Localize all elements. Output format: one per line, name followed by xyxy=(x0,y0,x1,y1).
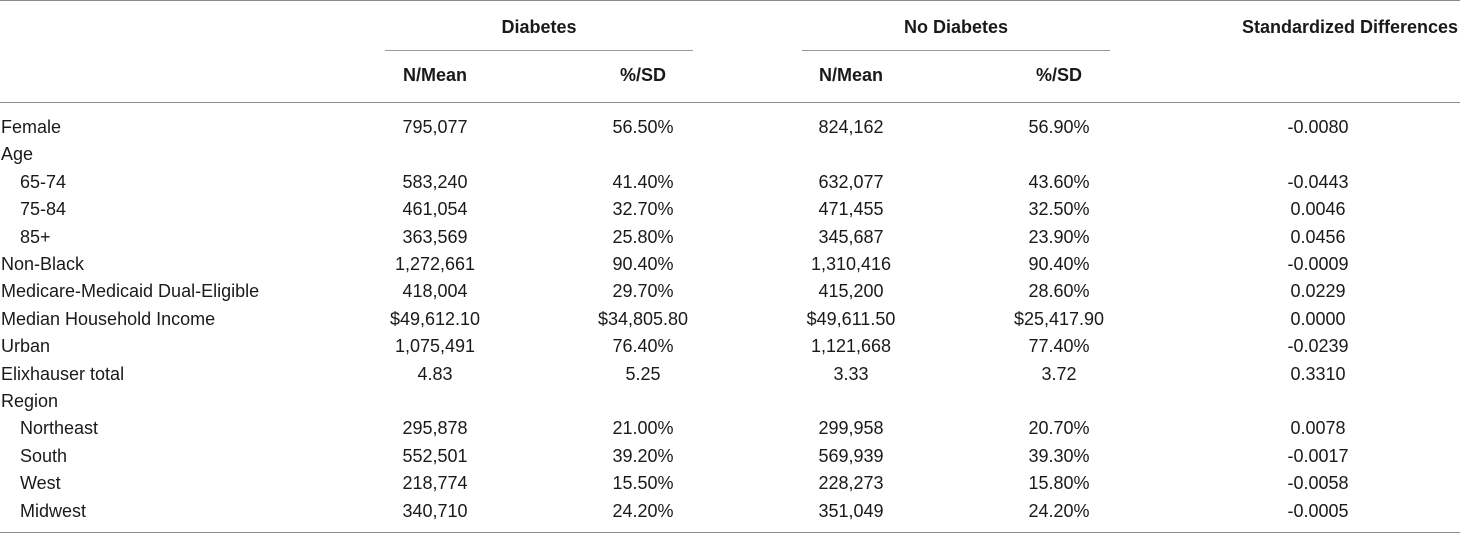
table-cell: -0.0443 xyxy=(1287,171,1349,192)
table-cell: 552,501 xyxy=(402,445,468,466)
table-cell: 24.20% xyxy=(612,500,674,521)
header-rule xyxy=(0,102,1460,103)
diabetes-group-rule xyxy=(385,50,693,51)
group-header-no-diabetes: No Diabetes xyxy=(903,17,1009,37)
table-cell: 0.0000 xyxy=(1290,308,1346,329)
table-cell: 3.33 xyxy=(833,363,869,384)
table-cell: 340,710 xyxy=(402,500,468,521)
table-cell: 90.40% xyxy=(1028,254,1090,274)
table-cell: 299,958 xyxy=(818,418,884,439)
table-cell: 583,240 xyxy=(402,171,468,192)
subheader-diabetes-n-mean: N/Mean xyxy=(402,65,468,85)
table-cell: 90.40% xyxy=(612,254,674,274)
row-label: West xyxy=(20,473,61,494)
table-cell: -0.0239 xyxy=(1287,336,1349,357)
row-label: 75-84 xyxy=(20,199,67,220)
table-cell: 218,774 xyxy=(402,473,468,494)
bottom-rule xyxy=(0,532,1460,533)
table-cell: 15.50% xyxy=(612,473,674,494)
row-label: Medicare-Medicaid Dual-Eligible xyxy=(1,281,260,302)
table-cell: 795,077 xyxy=(402,117,468,137)
table-cell: 32.50% xyxy=(1028,199,1090,220)
row-label: Elixhauser total xyxy=(1,363,125,384)
row-label: Northeast xyxy=(20,418,99,439)
table-cell: 21.00% xyxy=(612,418,674,439)
table-cell: 39.20% xyxy=(612,445,674,466)
table-cell: 345,687 xyxy=(818,226,884,247)
row-label: South xyxy=(20,445,68,466)
table-cell: 24.20% xyxy=(1028,500,1090,521)
row-label: Median Household Income xyxy=(1,308,216,329)
top-rule xyxy=(0,0,1460,1)
table-cell: 23.90% xyxy=(1028,226,1090,247)
table-cell: $34,805.80 xyxy=(597,308,689,329)
row-label: Age xyxy=(1,144,34,165)
table-cell: 0.3310 xyxy=(1290,363,1346,384)
table-cell: 28.60% xyxy=(1028,281,1090,302)
table-cell: 15.80% xyxy=(1028,473,1090,494)
table-cell: 1,272,661 xyxy=(394,254,476,274)
table-cell: 0.0046 xyxy=(1290,199,1346,220)
table-cell: 39.30% xyxy=(1028,445,1090,466)
row-label: 65-74 xyxy=(20,171,67,192)
table-cell: 351,049 xyxy=(818,500,884,521)
table-cell: 4.83 xyxy=(417,363,453,384)
table-cell: 29.70% xyxy=(612,281,674,302)
table-cell: 415,200 xyxy=(818,281,884,302)
subheader-no-diabetes-n-mean: N/Mean xyxy=(818,65,884,85)
subheader-diabetes-pct-sd: %/SD xyxy=(619,65,667,85)
table-cell: 461,054 xyxy=(402,199,468,220)
row-label: 85+ xyxy=(20,226,51,247)
table-cell: 632,077 xyxy=(818,171,884,192)
no-diabetes-group-rule xyxy=(802,50,1110,51)
table-cell: 56.90% xyxy=(1028,117,1090,137)
group-header-standardized-differences: Standardized Differences xyxy=(1241,17,1458,37)
table-cell: 1,121,668 xyxy=(810,336,892,357)
table-cell: $49,611.50 xyxy=(806,308,896,329)
table-cell: -0.0080 xyxy=(1287,117,1349,137)
table-cell: 5.25 xyxy=(625,363,661,384)
table-cell: 0.0229 xyxy=(1290,281,1346,302)
table-cell: 418,004 xyxy=(402,281,468,302)
table-cell: 295,878 xyxy=(402,418,468,439)
table-cell: 1,310,416 xyxy=(810,254,892,274)
table-cell: 43.60% xyxy=(1028,171,1090,192)
table-cell: $25,417.90 xyxy=(1013,308,1105,329)
row-label: Female xyxy=(1,117,62,137)
table-cell: 76.40% xyxy=(612,336,674,357)
table-cell: 228,273 xyxy=(818,473,884,494)
row-label: Region xyxy=(1,391,59,411)
table-cell: -0.0017 xyxy=(1287,445,1349,466)
table-cell: 32.70% xyxy=(612,199,674,220)
table-cell: 0.0456 xyxy=(1290,226,1346,247)
table-cell: -0.0009 xyxy=(1287,254,1349,274)
row-label: Midwest xyxy=(20,500,87,521)
subheader-no-diabetes-pct-sd: %/SD xyxy=(1035,65,1083,85)
table-cell: 569,939 xyxy=(818,445,884,466)
row-label: Urban xyxy=(1,336,51,357)
table-cell: 471,455 xyxy=(818,199,884,220)
table-cell: 0.0078 xyxy=(1290,418,1346,439)
row-label: Non-Black xyxy=(1,254,85,274)
table-cell: 25.80% xyxy=(612,226,674,247)
table-cell: -0.0005 xyxy=(1287,500,1349,521)
group-header-diabetes: Diabetes xyxy=(501,17,577,37)
table-cell: 1,075,491 xyxy=(394,336,476,357)
table-cell: 56.50% xyxy=(612,117,674,137)
table-cell: 363,569 xyxy=(402,226,468,247)
table-cell: 20.70% xyxy=(1028,418,1090,439)
table-cell: 41.40% xyxy=(612,171,674,192)
table-cell: -0.0058 xyxy=(1287,473,1349,494)
table-cell: 77.40% xyxy=(1028,336,1090,357)
table-cell: 824,162 xyxy=(818,117,884,137)
table-cell: 3.72 xyxy=(1041,363,1077,384)
table-cell: $49,612.10 xyxy=(389,308,481,329)
